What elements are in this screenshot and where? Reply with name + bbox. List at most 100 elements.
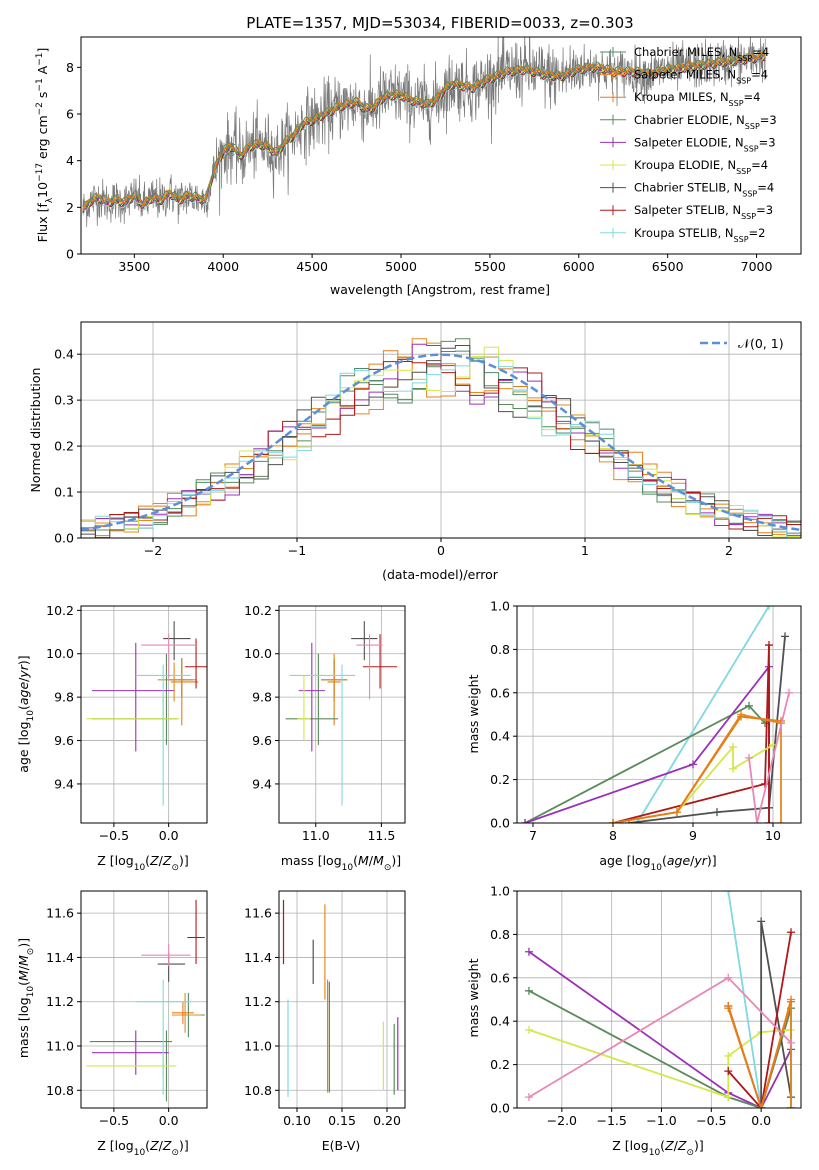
- axes-frame: [278, 605, 406, 824]
- y-tick-label: 4: [66, 153, 74, 168]
- y-tick-label: 11.6: [244, 906, 272, 921]
- plot-area: [521, 606, 793, 823]
- residual-histogram-panel: −2 −1 0 1 2 0.0 0.1 0.2 0.3 0.4 𝒩(0, 1): [54, 321, 802, 558]
- y-tick-label: 0.3: [54, 393, 74, 408]
- mass-weight-marker: [724, 973, 733, 982]
- agem-xlabel: mass [log10(M/M⊙)]: [281, 853, 401, 873]
- axes-frame: [80, 36, 802, 255]
- mass-weight-marker: [724, 1093, 733, 1102]
- mass-weight-marker: [765, 819, 773, 823]
- mass-weight-marker: [787, 928, 796, 937]
- agez-ylabel-text: age [log: [16, 721, 31, 772]
- x-tick-label: 9: [689, 828, 697, 843]
- x-tick-label: −0.5: [696, 1113, 726, 1128]
- y-tick-label: 11.2: [46, 994, 74, 1009]
- x-tick-label: 10: [765, 828, 781, 843]
- spectrum-legend: Chabrier MILES, NSSP=4 Salpeter MILES, NS…: [600, 45, 777, 243]
- x-tick-label: 0.0: [159, 1113, 179, 1128]
- x-tick-label: 11.5: [367, 828, 395, 843]
- mass-weight-marker: [761, 779, 769, 788]
- x-tick-label: −0.5: [99, 828, 129, 843]
- y-tick-label: 0.2: [490, 772, 510, 787]
- spectrum-xlabel: wavelength [Angstrom, rest frame]: [330, 282, 550, 297]
- y-tick-label: 10.0: [46, 646, 74, 661]
- x-tick-label: 6000: [563, 259, 595, 274]
- normal-reference-curve: [81, 353, 801, 532]
- massebv-xlabel: E(B-V): [322, 1138, 361, 1153]
- x-tick-label: 0.10: [283, 1113, 311, 1128]
- y-tick-label: 9.8: [252, 690, 272, 705]
- agez-xlabel-text: Z [log: [97, 853, 133, 868]
- mass-weight-line: [727, 1001, 792, 1108]
- y-tick-label: 11.0: [46, 1039, 74, 1054]
- x-tick-label: −2.0: [547, 1113, 577, 1128]
- y-tick-label: 9.8: [54, 690, 74, 705]
- mass-weight-line: [636, 606, 770, 823]
- y-tick-label: 0.2: [54, 439, 74, 454]
- mass-weight-marker: [781, 632, 789, 641]
- mass-weight-marker: [713, 808, 721, 817]
- y-tick-label: 1.0: [490, 884, 510, 899]
- mass-weight-marker: [787, 1104, 796, 1108]
- mass-weight-marker: [724, 1002, 733, 1011]
- model-spectrum-line: [82, 52, 766, 212]
- x-tick-label: 1: [581, 543, 589, 558]
- agez-xlabel: Z [log10(Z/Z⊙)]: [97, 853, 189, 873]
- x-tick-label: 8: [609, 828, 617, 843]
- mass-weight-line: [727, 932, 792, 1108]
- histogram-xlabel: (data-model)/error: [382, 567, 499, 582]
- spectrum-ylabel: Flux [fλ10−17 erg cm−2 s−1 A−1]: [35, 48, 55, 243]
- y-tick-label: 0.8: [490, 927, 510, 942]
- histogram-ylabel: Normed distribution: [28, 368, 43, 493]
- plot-area: [81, 338, 801, 538]
- mass-weight-marker: [745, 701, 753, 710]
- axes-frame: [278, 890, 406, 1109]
- massz-xlabel-text: Z [log: [97, 1138, 133, 1153]
- mass-weight-marker: [787, 997, 796, 1006]
- y-tick-label: 9.6: [54, 733, 74, 748]
- age-vs-metallicity-panel: −0.5 0.0 9.4 9.6 9.8 10.0 10.2: [46, 603, 208, 843]
- y-tick-label: 0.8: [490, 642, 510, 657]
- agez-ylabel: age [log10(age/yr)]: [16, 655, 36, 772]
- mass-weight-marker: [689, 760, 697, 769]
- x-tick-label: −2: [144, 543, 162, 558]
- y-tick-label: 2: [66, 200, 74, 215]
- x-tick-label: 0: [437, 543, 445, 558]
- model-spectrum-line: [82, 51, 766, 207]
- x-tick-label: 2: [725, 543, 733, 558]
- mass-weight-marker: [524, 1093, 533, 1102]
- x-tick-label: 7: [529, 828, 537, 843]
- mass-weight-marker: [787, 1038, 796, 1047]
- mass-weight-vs-age-panel: 7 8 9 10 0.0 0.2 0.4 0.6 0.8 1.0: [490, 599, 802, 843]
- legend-label: Kroupa STELIB, NSSP=2: [634, 226, 765, 244]
- mass-weight-marker: [724, 1067, 733, 1076]
- y-tick-label: 0.0: [490, 816, 510, 831]
- mwz-xlabel: Z [log10(Z/Z⊙)]: [612, 1138, 704, 1158]
- x-tick-label: 4000: [207, 259, 239, 274]
- x-tick-label: 5000: [385, 259, 417, 274]
- plot-area: [285, 621, 398, 806]
- mass-weight-line: [528, 951, 792, 1108]
- y-tick-label: 10.8: [244, 1083, 272, 1098]
- mass-weight-marker: [633, 819, 641, 823]
- mwage-xlabel: age [log10(age/yr)]: [599, 853, 716, 873]
- y-tick-label: 0.4: [490, 729, 510, 744]
- y-tick-label: 0.4: [490, 1014, 510, 1029]
- mass-weight-line: [727, 891, 763, 1108]
- x-tick-label: −1.5: [596, 1113, 626, 1128]
- mwz-ylabel: mass weight: [466, 958, 481, 1037]
- y-tick-label: 9.4: [54, 776, 74, 791]
- massz-ylabel: mass [log10(M/M⊙)]: [16, 938, 36, 1058]
- observed-spectrum-line: [82, 37, 766, 228]
- mass-weight-marker: [753, 819, 761, 823]
- mass-weight-marker: [724, 891, 733, 895]
- mass-weight-marker: [785, 688, 793, 697]
- y-tick-label: 8: [66, 60, 74, 75]
- x-tick-label: −1: [288, 543, 306, 558]
- x-tick-label: −0.5: [99, 1113, 129, 1128]
- plot-area: [82, 37, 766, 228]
- y-tick-label: 9.6: [252, 733, 272, 748]
- mass-weight-line: [748, 692, 790, 823]
- mass-vs-extinction-panel: 0.10 0.15 0.20 10.8 11.0 11.2 11.4 11.6: [244, 890, 406, 1128]
- mass-weight-marker: [777, 819, 785, 823]
